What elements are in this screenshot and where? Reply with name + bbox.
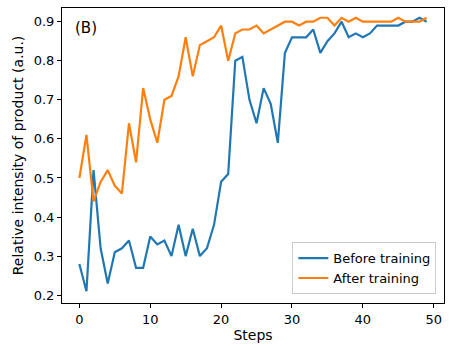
svg-text:0.2: 0.2 [34,288,55,303]
svg-text:0.7: 0.7 [34,92,55,107]
svg-text:Before training: Before training [333,251,430,266]
svg-text:0.5: 0.5 [34,171,55,186]
svg-text:20: 20 [213,312,230,327]
svg-text:0.9: 0.9 [34,14,55,29]
svg-text:0: 0 [75,312,83,327]
svg-text:0.8: 0.8 [34,53,55,68]
svg-text:0.4: 0.4 [34,210,55,225]
svg-text:0.6: 0.6 [34,131,55,146]
svg-text:After training: After training [333,271,419,286]
svg-text:30: 30 [284,312,301,327]
svg-text:Steps: Steps [233,327,272,343]
svg-text:Relative intensity of product: Relative intensity of product (a.u.) [10,36,26,276]
svg-text:10: 10 [142,312,159,327]
svg-text:40: 40 [355,312,372,327]
svg-text:(B): (B) [75,19,97,37]
svg-text:50: 50 [425,312,442,327]
svg-text:0.3: 0.3 [34,249,55,264]
